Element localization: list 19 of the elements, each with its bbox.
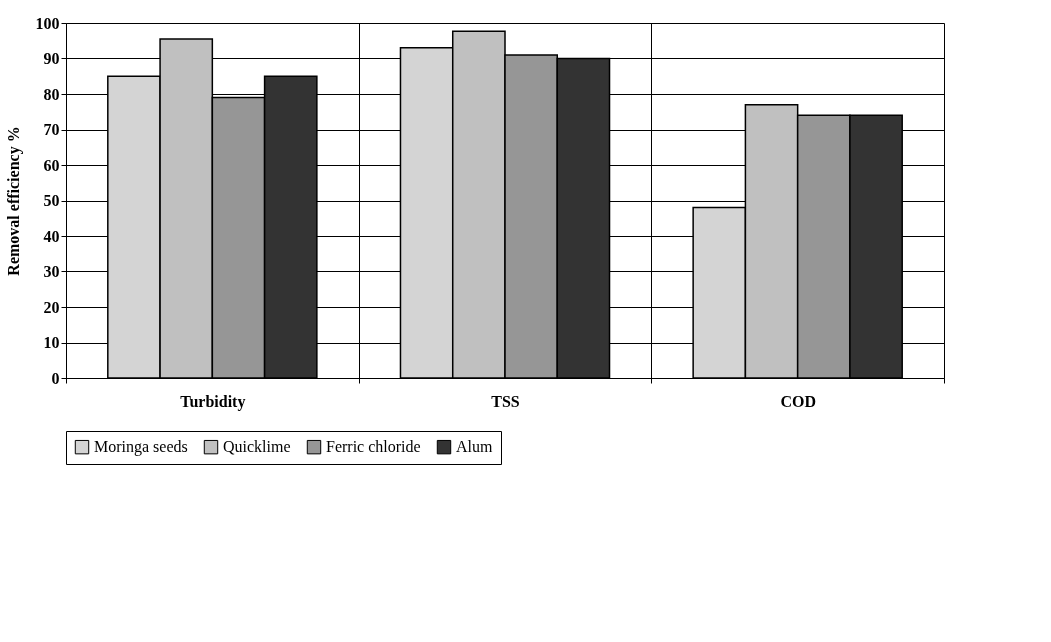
legend-label: Ferric chloride	[326, 438, 421, 456]
y-tick-label: 70	[43, 121, 60, 138]
y-tick-label: 10	[43, 334, 60, 351]
y-tick-label: 100	[35, 14, 60, 32]
legend-label: Moringa seeds	[94, 438, 188, 457]
y-tick-label: 60	[43, 156, 60, 174]
y-tick-label: 90	[43, 50, 60, 67]
y-tick-label: 0	[51, 369, 60, 387]
legend-label: Quicklime	[223, 438, 291, 456]
y-tick-label: 80	[43, 85, 60, 103]
x-tick-label: TSS	[491, 392, 520, 410]
legend-label: Alum	[456, 438, 493, 456]
y-axis-title: Removal efficiency %	[4, 126, 23, 276]
x-tick-label: Turbidity	[180, 392, 246, 411]
y-tick-label: 40	[43, 227, 60, 245]
y-tick-label: 30	[43, 263, 60, 280]
y-tick-label: 20	[43, 298, 60, 316]
x-tick-label: COD	[780, 392, 816, 410]
y-tick-label: 50	[43, 192, 60, 209]
